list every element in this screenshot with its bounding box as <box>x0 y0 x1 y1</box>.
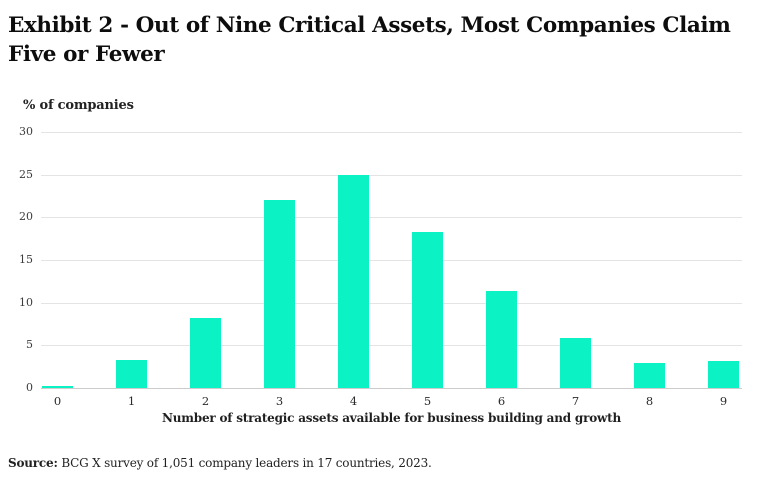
y-tick-label-5: 5 <box>26 338 33 352</box>
x-tick-label-9: 9 <box>719 394 728 408</box>
y-tick-label-20: 20 <box>19 210 33 224</box>
y-tick-label-30: 30 <box>19 125 33 138</box>
x-tick-label-3: 3 <box>275 394 284 408</box>
bar-8 <box>634 363 665 388</box>
bar-2 <box>190 318 221 388</box>
x-axis-label: Number of strategic assets available for… <box>161 411 622 425</box>
x-tick-label-1: 1 <box>127 394 136 408</box>
x-tick-label-8: 8 <box>645 394 654 408</box>
y-tick-label-10: 10 <box>19 295 33 309</box>
gridline-20 <box>41 217 742 219</box>
gridline-25 <box>41 174 742 176</box>
y-tick-label-15: 15 <box>19 253 33 266</box>
bar-9 <box>708 360 739 388</box>
x-tick-label-4: 4 <box>349 394 358 408</box>
gridline-30 <box>41 132 742 133</box>
exhibit-title-line2: Five or Fewer <box>8 42 165 67</box>
x-tick-label-6: 6 <box>497 394 506 408</box>
bar-1 <box>116 359 147 388</box>
bar-6 <box>486 290 517 388</box>
gridline-10 <box>41 302 742 304</box>
gridline-15 <box>41 260 742 261</box>
source-label: Source: <box>8 456 58 470</box>
bar-0 <box>42 386 73 388</box>
y-axis-label: % of companies <box>23 98 134 113</box>
y-tick-label-25: 25 <box>19 167 33 181</box>
source-text: BCG X survey of 1,051 company leaders in… <box>57 456 432 470</box>
plot-area: 0 5 10 15 20 25 30 0 1 2 3 4 5 6 7 8 9 <box>19 125 742 408</box>
x-tick-label-7: 7 <box>571 394 580 408</box>
x-axis-line <box>41 388 742 389</box>
x-tick-label-0: 0 <box>53 394 62 408</box>
x-tick-label-5: 5 <box>423 394 432 408</box>
bar-7 <box>560 337 591 388</box>
y-tick-label-0: 0 <box>26 381 33 394</box>
gridline-5 <box>41 345 742 347</box>
bar-5 <box>412 231 443 388</box>
bar-3 <box>264 200 295 388</box>
exhibit-title-line1: Exhibit 2 - Out of Nine Critical Assets,… <box>8 13 731 38</box>
exhibit-title: Exhibit 2 - Out of Nine Critical Assets,… <box>8 11 731 69</box>
bar-4 <box>338 174 369 388</box>
source-line: Source: BCG X survey of 1,051 company le… <box>8 456 432 470</box>
x-tick-label-2: 2 <box>201 394 210 408</box>
